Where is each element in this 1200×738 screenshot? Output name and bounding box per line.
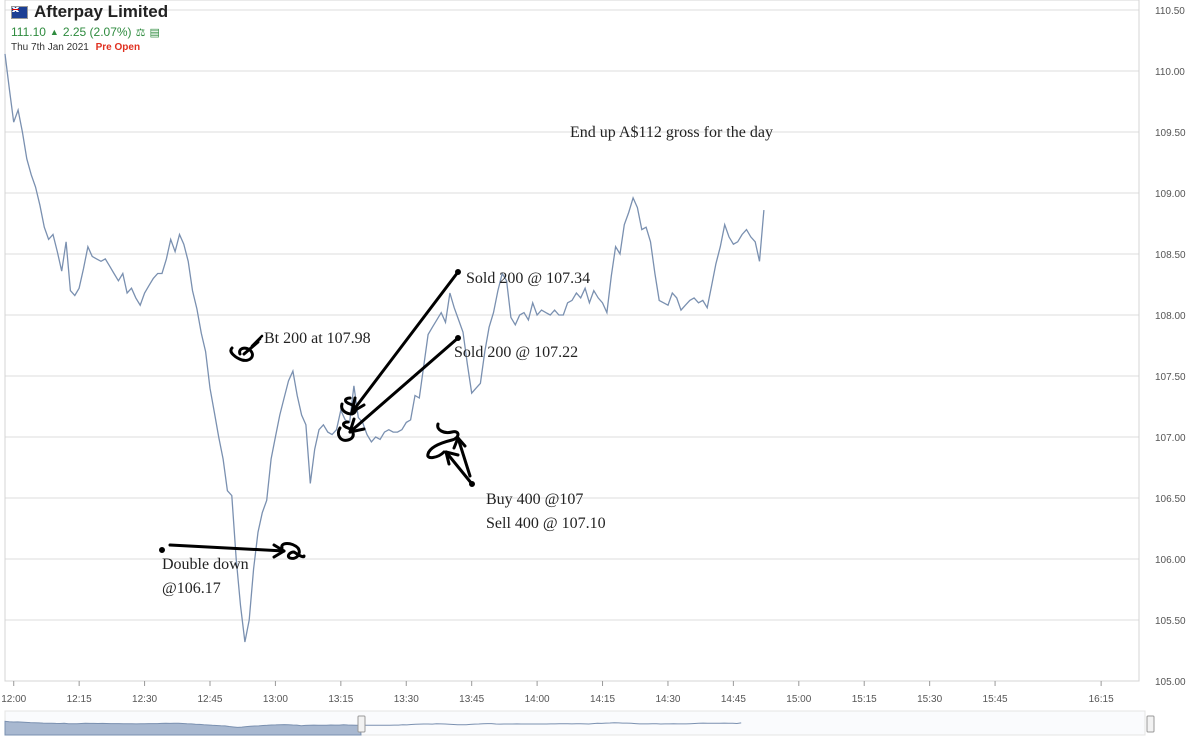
x-tick-label: 13:15 — [328, 694, 353, 705]
y-tick-label: 106.50 — [1155, 494, 1186, 505]
quote-header: Afterpay Limited 111.10 ▲ 2.25 (2.07%) ⚖… — [11, 2, 168, 53]
navigator-handle-right[interactable] — [1146, 715, 1155, 733]
x-tick-label: 12:30 — [132, 694, 157, 705]
arrow-bt — [250, 334, 264, 348]
x-axis: 12:00 12:15 12:30 12:45 13:00 13:15 13:30 13:45… — [1, 681, 1114, 705]
y-tick-label: 106.00 — [1155, 555, 1186, 566]
annotation-sold-1: Sold 200 @ 107.34 — [466, 270, 591, 287]
scribble-dd — [280, 542, 306, 560]
x-tick-label: 13:30 — [394, 694, 419, 705]
arrow-sold1-shaft — [350, 270, 460, 414]
up-arrow-icon: ▲ — [49, 27, 59, 37]
x-tick-label: 16:15 — [1089, 694, 1114, 705]
x-tick-label: 12:00 — [1, 694, 26, 705]
navigator-handle-left[interactable] — [357, 715, 366, 733]
y-tick-label: 109.50 — [1155, 128, 1186, 139]
navigator[interactable] — [4, 710, 1155, 736]
news-icon[interactable]: ▤ — [149, 26, 160, 39]
y-tick-label: 110.00 — [1155, 67, 1185, 78]
x-tick-label: 15:30 — [917, 694, 942, 705]
annotation-sell: Sell 400 @ 107.10 — [486, 515, 606, 532]
date-row: Thu 7th Jan 2021 Pre Open — [11, 42, 168, 53]
plot-frame — [4, 0, 1140, 682]
company-name: Afterpay Limited — [34, 2, 169, 21]
x-tick-label: 13:45 — [459, 694, 484, 705]
dot-sold2 — [455, 335, 461, 341]
annotation-double-down-price: @106.17 — [162, 580, 221, 597]
y-axis: 105.00 105.50 106.00 106.50 107.00 107.50 108.… — [1155, 6, 1186, 688]
arrow-buy2-head — [452, 436, 467, 450]
y-tick-label: 107.50 — [1155, 372, 1186, 383]
arrow-sold1-head — [350, 396, 366, 414]
ink-marks — [159, 269, 475, 560]
arrow-sold2-shaft — [348, 336, 460, 434]
arrow-buy2-shaft — [456, 436, 472, 478]
x-tick-label: 15:15 — [852, 694, 877, 705]
y-tick-label: 107.00 — [1155, 433, 1186, 444]
price-row: 111.10 ▲ 2.25 (2.07%) ⚖ ▤ — [11, 25, 168, 39]
annotation-sold-2: Sold 200 @ 107.22 — [454, 344, 579, 361]
y-tick-label: 110.50 — [1155, 6, 1185, 17]
x-tick-label: 15:00 — [786, 694, 811, 705]
australia-flag-icon — [11, 5, 28, 19]
price-series-line — [4, 53, 765, 643]
x-tick-label: 15:45 — [983, 694, 1008, 705]
y-tick-label: 105.50 — [1155, 616, 1186, 627]
arrow-buy-head — [444, 450, 460, 466]
y-tick-label: 105.00 — [1155, 677, 1186, 688]
last-price: 111.10 — [11, 25, 46, 39]
gavel-icon[interactable]: ⚖ — [135, 26, 146, 39]
x-tick-label: 12:45 — [197, 694, 222, 705]
annotation-double-down: Double down — [162, 556, 249, 573]
y-tick-label: 109.00 — [1155, 189, 1186, 200]
annotation-buy: Buy 400 @107 — [486, 491, 584, 508]
x-tick-label: 14:00 — [525, 694, 550, 705]
annotation-summary: End up A$112 gross for the day — [570, 124, 773, 141]
market-status: Pre Open — [95, 42, 141, 53]
dot-buy — [469, 481, 475, 487]
y-tick-label: 108.00 — [1155, 311, 1186, 322]
scribble-buy — [426, 422, 460, 460]
x-tick-label: 14:15 — [590, 694, 615, 705]
scribble-sold2 — [336, 420, 355, 442]
x-tick-label: 14:30 — [655, 694, 680, 705]
annotation-bought: Bt 200 at 107.98 — [264, 330, 371, 347]
y-tick-label: 108.50 — [1155, 250, 1186, 261]
x-tick-label: 12:15 — [67, 694, 92, 705]
navigator-overview-line — [360, 722, 742, 726]
gridlines — [5, 9, 1139, 682]
arrow-dd-shaft — [168, 543, 286, 553]
dot-dd — [159, 547, 165, 553]
x-tick-label: 14:45 — [721, 694, 746, 705]
dot-sold1 — [455, 269, 461, 275]
navigator-selected-area — [4, 720, 362, 736]
arrow-dd-head — [272, 543, 286, 559]
arrow-buy-shaft — [444, 450, 474, 486]
price-change: 2.25 (2.07%) — [62, 25, 132, 39]
quote-date: Thu 7th Jan 2021 — [11, 42, 89, 53]
x-tick-label: 13:00 — [263, 694, 288, 705]
arrow-sold2-head — [348, 417, 366, 434]
